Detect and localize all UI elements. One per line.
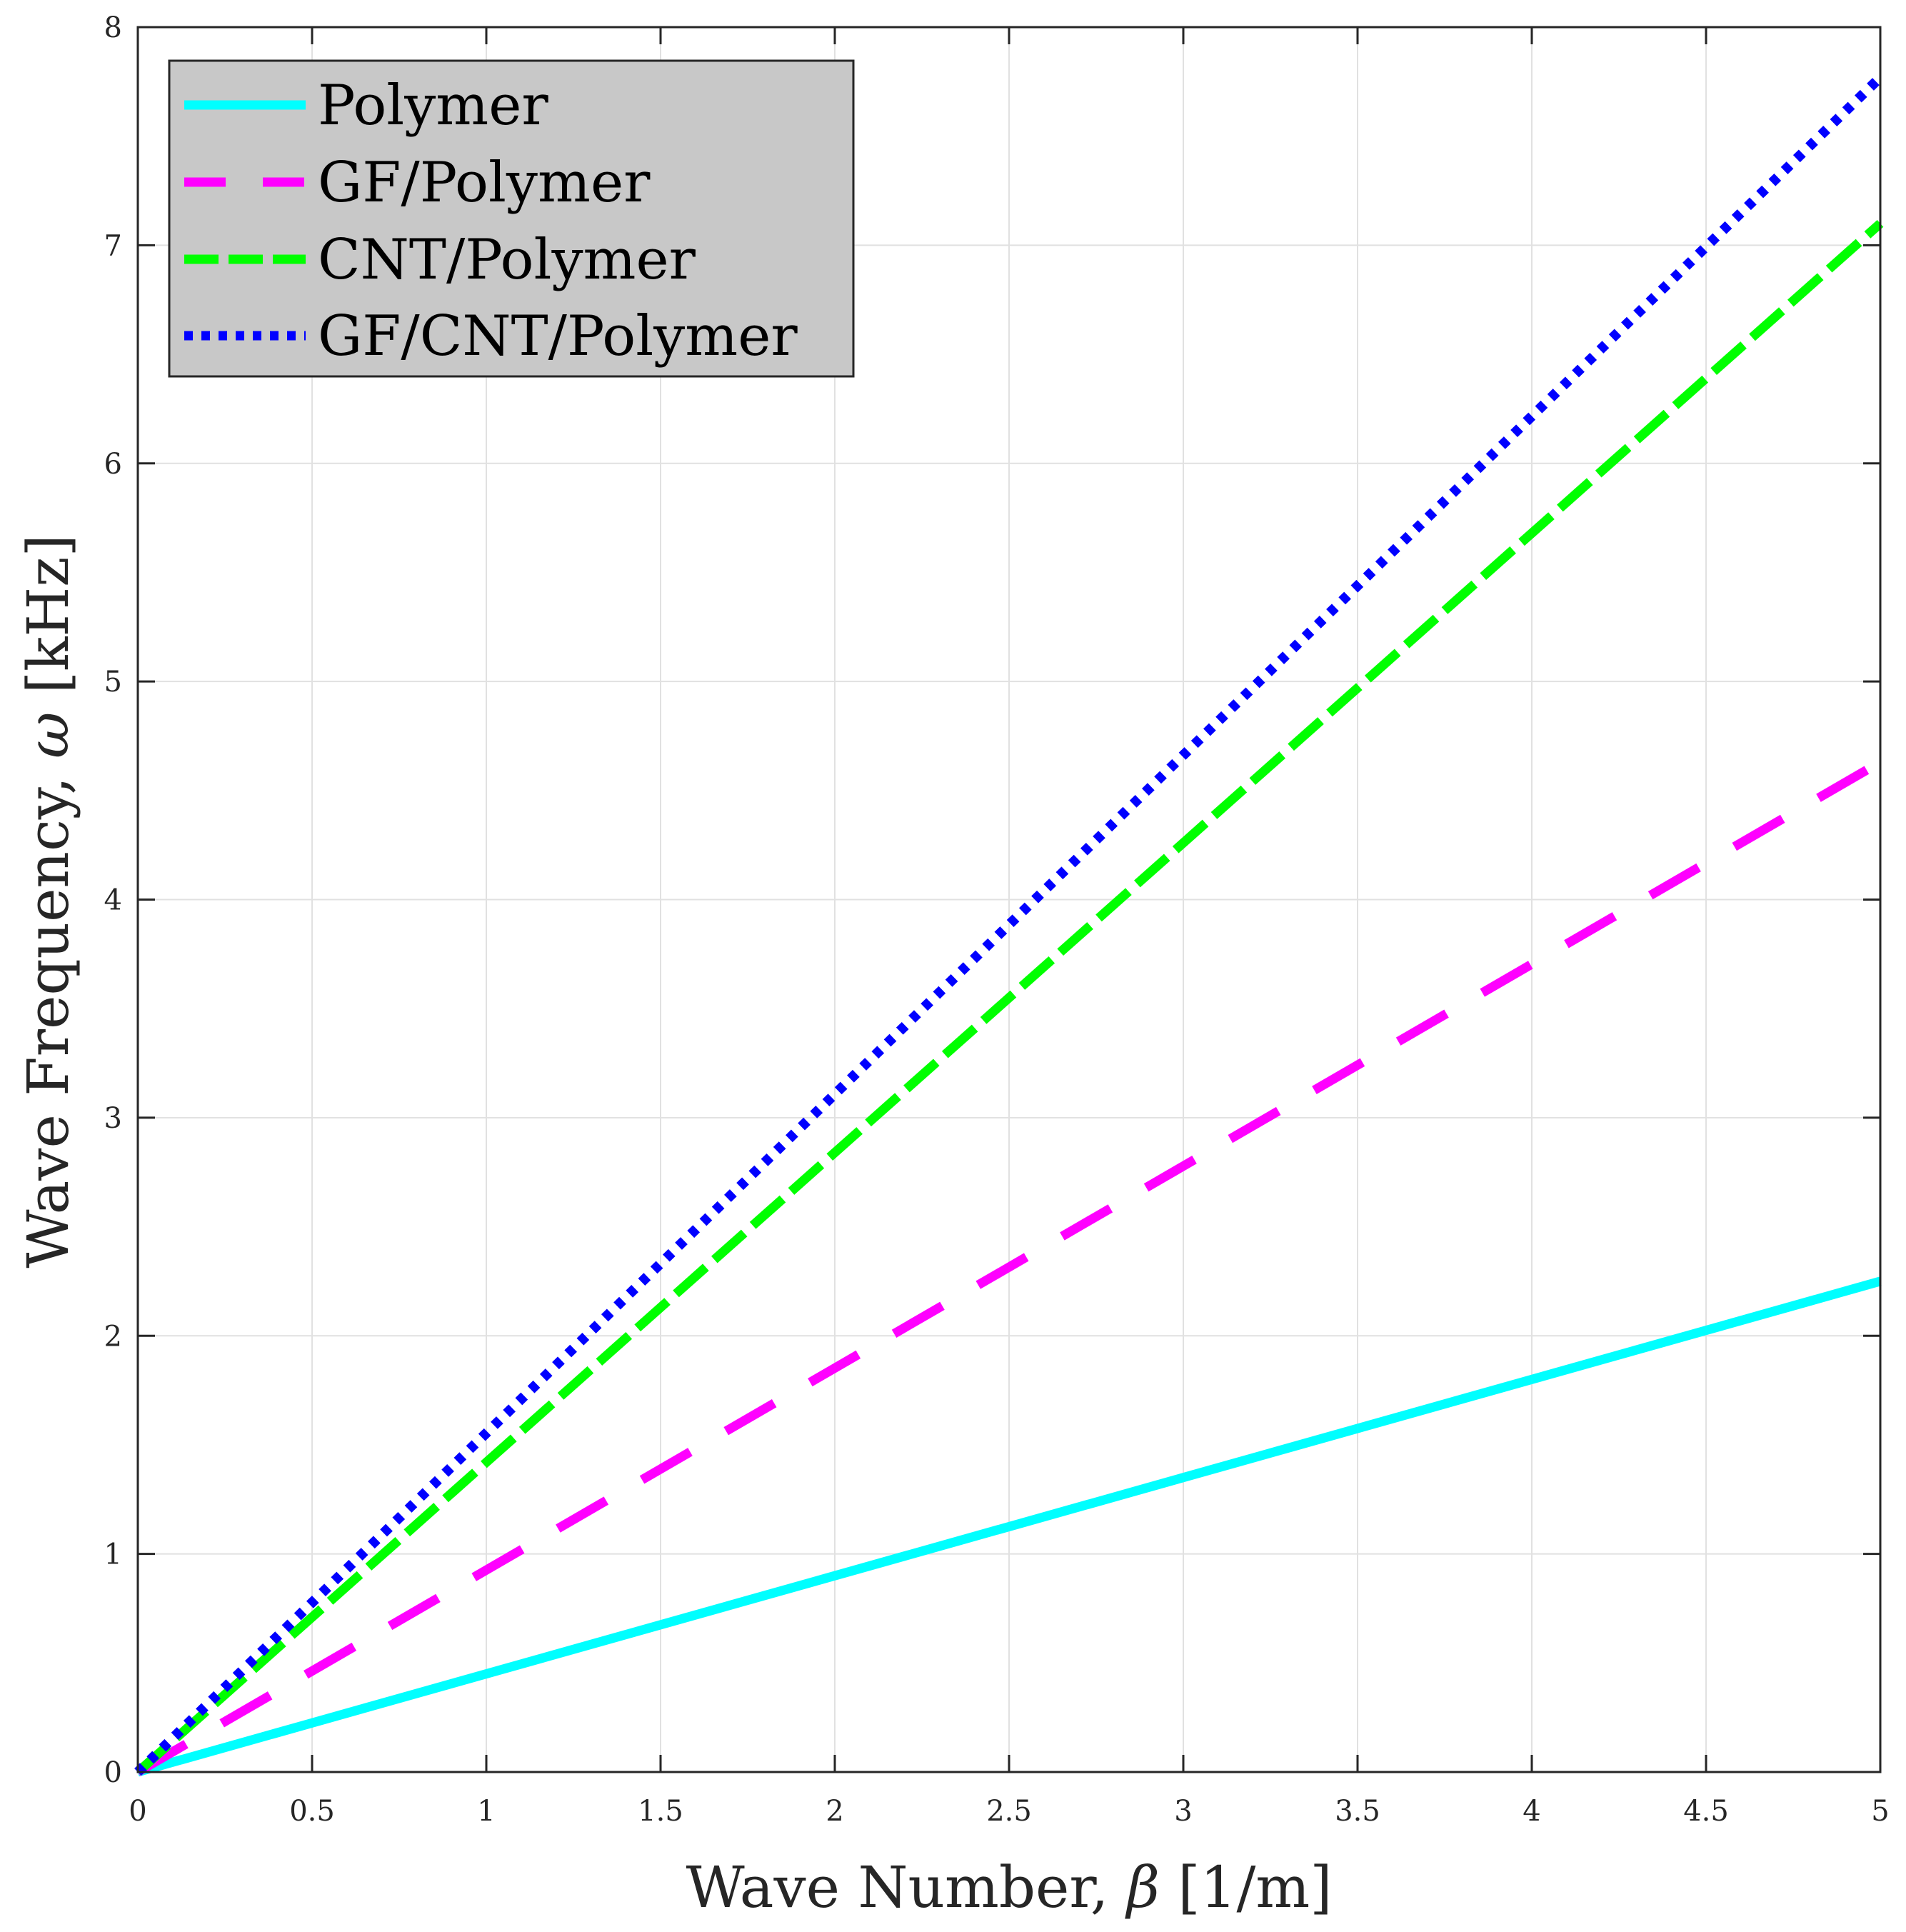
x-tick-label: 4.5: [1683, 1795, 1729, 1828]
y-axis-title-symbol: ω: [15, 712, 81, 759]
y-tick-label: 1: [104, 1538, 122, 1571]
series-lines: [134, 74, 1884, 1777]
y-tick-label: 7: [104, 229, 122, 262]
y-tick-label: 2: [104, 1320, 122, 1353]
x-axis-title-symbol: β: [1125, 1854, 1160, 1921]
x-tick-label: 4: [1523, 1795, 1540, 1828]
series-line-polymer: [136, 1276, 1882, 1777]
legend-label-cnt-polymer: CNT/Polymer: [318, 228, 696, 292]
x-tick-label: 2.5: [986, 1795, 1032, 1828]
x-axis-title: Wave Number, β [1/m]: [686, 1854, 1333, 1921]
y-tick-label: 6: [104, 448, 122, 481]
legend: Polymer GF/Polymer CNT/Polymer GF/CNT/Po…: [168, 59, 855, 378]
x-tick-label: 3: [1174, 1795, 1192, 1828]
axis-ticks: 0 0.5 1 1.5 2 2.5 3 3.5 4 4.5 5 0 1 2 3 4 5 6 7 8: [104, 11, 1890, 1828]
legend-label-gf-cnt-polymer: GF/CNT/Polymer: [318, 304, 798, 369]
y-tick-label: 5: [104, 666, 122, 699]
series-line-cnt-polymer: [134, 219, 1884, 1776]
y-tick-label: 8: [104, 11, 122, 44]
grid-lines: [138, 27, 1880, 1772]
y-axis-title-prefix: Wave Frequency,: [15, 759, 81, 1268]
x-tick-label: 5: [1871, 1795, 1889, 1828]
series-line-gf-polymer: [135, 758, 1883, 1776]
legend-box: [168, 59, 855, 378]
x-tick-label: 2: [826, 1795, 843, 1828]
y-tick-label: 3: [104, 1102, 122, 1135]
x-tick-label: 0.5: [289, 1795, 335, 1828]
y-tick-label: 0: [104, 1756, 122, 1789]
x-tick-label: 1.5: [638, 1795, 683, 1828]
legend-label-polymer: Polymer: [318, 74, 548, 138]
x-tick-label: 3.5: [1335, 1795, 1380, 1828]
y-tick-label: 4: [104, 884, 122, 917]
y-axis-title-suffix: [kHz]: [15, 534, 81, 711]
y-axis-title: Wave Frequency, ω [kHz]: [15, 534, 81, 1268]
x-axis-title-suffix: [1/m]: [1160, 1854, 1333, 1921]
x-axis-title-prefix: Wave Number,: [686, 1854, 1127, 1921]
legend-label-gf-polymer: GF/Polymer: [318, 151, 651, 215]
x-tick-label: 0: [129, 1795, 146, 1828]
series-line-gf-cnt-polymer: [134, 74, 1884, 1776]
x-tick-label: 1: [477, 1795, 495, 1828]
